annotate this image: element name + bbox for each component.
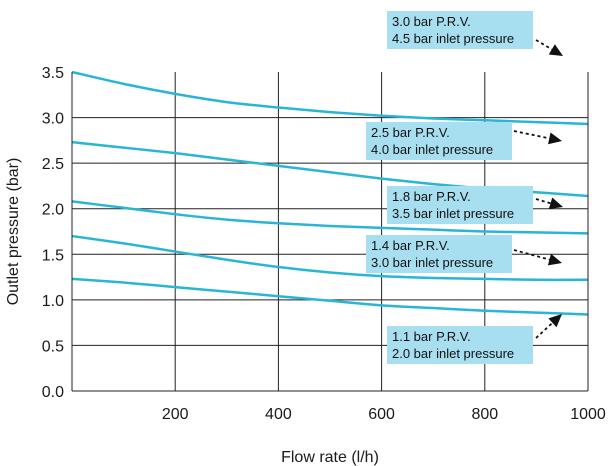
annotation-label-line: 2.0 bar inlet pressure [392,346,514,361]
annotation-label-line: 2.5 bar P.R.V. [371,125,450,140]
y-tick-label: 2.5 [42,156,64,173]
annotation-arrow-head [548,197,563,210]
y-tick-label: 1.0 [42,293,64,310]
annotation-1: 3.0 bar P.R.V. 4.5 bar inlet pressure [387,11,563,56]
series-line-4 [71,234,589,282]
annotation-label-line: 4.0 bar inlet pressure [371,142,493,157]
y-tick-label: 0.0 [42,384,64,401]
annotation-arrow-head [548,132,562,145]
annotation-arrow-shaft [535,322,554,339]
annotation-4: 1.4 bar P.R.V. 3.0 bar inlet pressure [366,235,562,273]
y-tick-label: 0.5 [42,338,64,355]
x-tick-label: 200 [162,406,189,423]
annotation-box [366,235,512,273]
x-tick-label: 600 [368,406,395,423]
series-line-3 [71,200,589,235]
y-tick-label: 3.5 [42,65,64,82]
series-line-1 [71,70,589,126]
annotation-label-line: 3.0 bar P.R.V. [392,14,471,29]
series-annotations: 3.0 bar P.R.V. 4.5 bar inlet pressure 2.5 … [366,11,563,364]
x-axis-label: Flow rate (l/h) [281,449,379,466]
axis-labels: Flow rate (l/h) Outlet pressure (bar) [5,158,379,466]
annotation-label-line: 1.8 bar P.R.V. [392,189,471,204]
annotation-label-line: 1.4 bar P.R.V. [371,238,450,253]
annotation-arrow-shaft [535,39,553,51]
annotation-arrow-head [548,44,563,56]
annotation-arrow-head [547,253,562,266]
annotation-arrow-head [548,314,562,328]
annotation-arrow-shaft [513,249,550,261]
x-tick-label: 400 [265,406,292,423]
plot-frame [71,72,589,392]
annotation-label-line: 1.1 bar P.R.V. [392,329,471,344]
annotation-box [387,326,533,364]
annotation-2: 2.5 bar P.R.V. 4.0 bar inlet pressure [366,122,562,160]
annotation-3: 1.8 bar P.R.V. 3.5 bar inlet pressure [387,186,563,224]
annotation-label-line: 3.5 bar inlet pressure [392,206,514,221]
x-tick-label: 800 [471,406,498,423]
y-tick-label: 1.5 [42,247,64,264]
series-line-5 [71,277,589,316]
annotation-label-line: 3.0 bar inlet pressure [371,255,493,270]
annotation-label-line: 4.5 bar inlet pressure [392,31,514,46]
annotation-box [387,186,533,224]
tick-labels: 200 400 600 800 1000 0.0 0.5 1.0 1.5 2.0 2.5 3.0 3.5 [42,65,606,423]
x-tick-label: 1000 [570,406,606,423]
annotation-box [387,11,533,49]
y-tick-label: 2.0 [42,202,64,219]
y-axis-label: Outlet pressure (bar) [5,158,22,306]
y-tick-label: 3.0 [42,111,64,128]
annotation-arrow-shaft [513,130,550,140]
annotation-box [366,122,512,160]
annotation-5: 1.1 bar P.R.V. 2.0 bar inlet pressure [387,314,562,364]
annotation-arrow-shaft [535,198,551,205]
